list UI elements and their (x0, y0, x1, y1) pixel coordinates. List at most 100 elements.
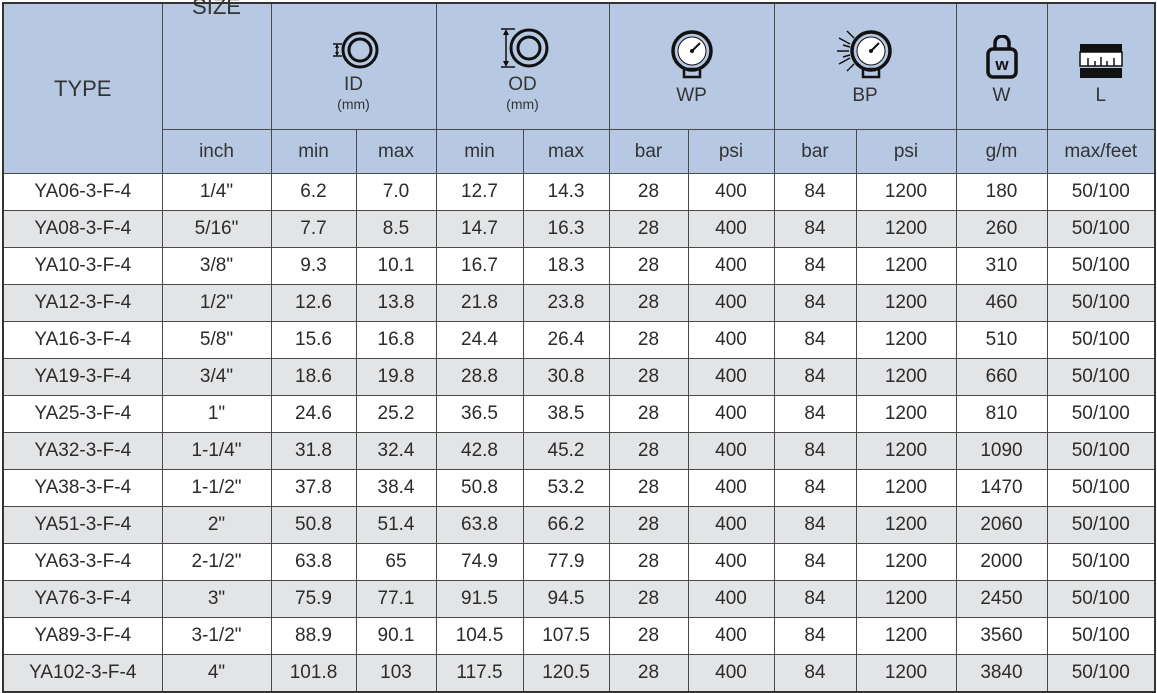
bp-psi-header: psi (855, 129, 957, 174)
cell-od-min: 104.5 (435, 617, 524, 655)
cell-bp-psi: 1200 (855, 210, 957, 248)
cell-od-min: 24.4 (435, 321, 524, 359)
cell-id-min: 9.3 (270, 247, 357, 285)
cell-wp-psi: 400 (687, 173, 775, 211)
cell-bp-bar: 84 (773, 543, 857, 581)
cell-wp-bar: 28 (608, 432, 689, 470)
cell-bp-psi: 1200 (855, 284, 957, 322)
id-header-label: ID (344, 73, 363, 95)
cell-od-max: 120.5 (522, 654, 610, 693)
cell-wp-psi: 400 (687, 358, 775, 396)
cell-wp-bar: 28 (608, 173, 689, 211)
cell-id-min: 15.6 (270, 321, 357, 359)
type-header: TYPE (2, 2, 163, 174)
cell-bp-bar: 84 (773, 395, 857, 433)
cell-type: YA25-3-F-4 (2, 395, 163, 433)
cell-id-max: 8.5 (355, 210, 437, 248)
cell-wp-psi: 400 (687, 284, 775, 322)
cell-id-max: 25.2 (355, 395, 437, 433)
cell-type: YA63-3-F-4 (2, 543, 163, 581)
cell-bp-psi: 1200 (855, 395, 957, 433)
cell-length: 50/100 (1046, 395, 1156, 433)
cell-size: 2-1/2" (161, 543, 272, 581)
pressure-gauge-icon (668, 27, 716, 81)
cell-weight: 460 (955, 284, 1048, 322)
cell-length: 50/100 (1046, 617, 1156, 655)
cell-wp-psi: 400 (687, 617, 775, 655)
od-header: OD (mm) (435, 2, 610, 130)
cell-wp-bar: 28 (608, 469, 689, 507)
cell-bp-bar: 84 (773, 321, 857, 359)
cell-bp-psi: 1200 (855, 321, 957, 359)
cell-wp-psi: 400 (687, 210, 775, 248)
cell-od-min: 117.5 (435, 654, 524, 693)
size-header: SIZE (161, 0, 272, 130)
cell-weight: 3840 (955, 654, 1048, 693)
cell-bp-bar: 84 (773, 284, 857, 322)
cell-length: 50/100 (1046, 173, 1156, 211)
cell-length: 50/100 (1046, 543, 1156, 581)
cell-id-max: 19.8 (355, 358, 437, 396)
bp-bar-header: bar (773, 129, 857, 174)
cell-length: 50/100 (1046, 321, 1156, 359)
cell-length: 50/100 (1046, 469, 1156, 507)
cell-bp-psi: 1200 (855, 580, 957, 618)
cell-wp-bar: 28 (608, 654, 689, 693)
cell-id-max: 16.8 (355, 321, 437, 359)
cell-id-max: 10.1 (355, 247, 437, 285)
cell-od-max: 66.2 (522, 506, 610, 544)
cell-wp-psi: 400 (687, 247, 775, 285)
cell-bp-bar: 84 (773, 617, 857, 655)
cell-id-max: 90.1 (355, 617, 437, 655)
cell-wp-bar: 28 (608, 580, 689, 618)
cell-type: YA19-3-F-4 (2, 358, 163, 396)
cell-length: 50/100 (1046, 210, 1156, 248)
cell-wp-bar: 28 (608, 543, 689, 581)
cell-bp-psi: 1200 (855, 247, 957, 285)
cell-length: 50/100 (1046, 654, 1156, 693)
cell-wp-psi: 400 (687, 654, 775, 693)
table-row: YA63-3-F-4 2-1/2" 63.8 65 74.9 77.9 28 400 84 120… (2, 543, 1156, 581)
length-icon (1079, 27, 1123, 81)
cell-od-min: 91.5 (435, 580, 524, 618)
cell-wp-psi: 400 (687, 543, 775, 581)
cell-weight: 1090 (955, 432, 1048, 470)
cell-weight: 180 (955, 173, 1048, 211)
cell-wp-bar: 28 (608, 395, 689, 433)
cell-type: YA76-3-F-4 (2, 580, 163, 618)
cell-length: 50/100 (1046, 247, 1156, 285)
cell-id-min: 6.2 (270, 173, 357, 211)
cell-od-min: 36.5 (435, 395, 524, 433)
cell-id-min: 88.9 (270, 617, 357, 655)
w-header-label: W (992, 84, 1011, 106)
cell-od-min: 50.8 (435, 469, 524, 507)
cell-id-min: 18.6 (270, 358, 357, 396)
cell-od-max: 77.9 (522, 543, 610, 581)
cell-bp-bar: 84 (773, 247, 857, 285)
cell-id-min: 31.8 (270, 432, 357, 470)
cell-type: YA10-3-F-4 (2, 247, 163, 285)
table-row: YA08-3-F-4 5/16" 7.7 8.5 14.7 16.3 28 400 84 1200… (2, 210, 1156, 248)
cell-id-min: 24.6 (270, 395, 357, 433)
l-header-label: L (1095, 84, 1107, 106)
cell-length: 50/100 (1046, 358, 1156, 396)
cell-wp-psi: 400 (687, 321, 775, 359)
cell-id-min: 75.9 (270, 580, 357, 618)
cell-weight: 510 (955, 321, 1048, 359)
subheader-row: inch min max min max bar psi bar psi g/m… (3, 129, 1156, 174)
cell-id-min: 63.8 (270, 543, 357, 581)
cell-type: YA16-3-F-4 (2, 321, 163, 359)
cell-type: YA08-3-F-4 (2, 210, 163, 248)
cell-weight: 810 (955, 395, 1048, 433)
cell-length: 50/100 (1046, 432, 1156, 470)
cell-size: 3-1/2" (161, 617, 272, 655)
cell-weight: 660 (955, 358, 1048, 396)
cell-length: 50/100 (1046, 506, 1156, 544)
w-header: w W (955, 2, 1048, 130)
cell-weight: 310 (955, 247, 1048, 285)
cell-bp-bar: 84 (773, 358, 857, 396)
table-row: YA89-3-F-4 3-1/2" 88.9 90.1 104.5 107.5 28 400 8… (2, 617, 1156, 655)
cell-wp-psi: 400 (687, 580, 775, 618)
cell-od-max: 23.8 (522, 284, 610, 322)
